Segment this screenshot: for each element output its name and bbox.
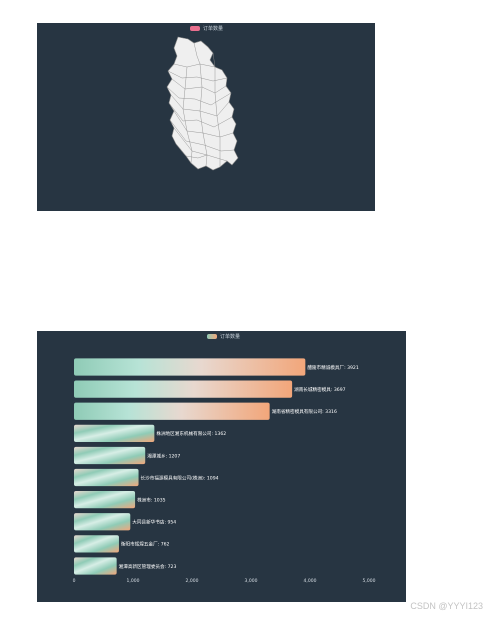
bar-value-label: 醴陵市精诚模具厂: 3921	[307, 364, 359, 371]
bar[interactable]	[74, 402, 270, 420]
bar[interactable]	[74, 380, 293, 398]
bar-value-label: 大同县新华书店: 954	[132, 519, 176, 526]
bar-value-label: 株洲地区湘东机械有限公司: 1362	[156, 430, 226, 437]
bar-legend[interactable]: 订单数量	[207, 333, 240, 340]
bar[interactable]	[74, 513, 131, 531]
bar-value-label: 湘潭高新区管理委员会: 723	[119, 563, 177, 570]
bar[interactable]	[74, 358, 306, 376]
map-legend-label: 订单数量	[203, 26, 224, 32]
bar-value-label: 湖南省精密模具有限公司: 3316	[272, 408, 337, 415]
x-tick-label: 4,000	[304, 578, 317, 584]
bar[interactable]	[74, 491, 136, 509]
bar-value-label: 湘潭城乡: 1207	[147, 452, 180, 459]
x-tick-label: 1,000	[127, 578, 140, 584]
bar[interactable]	[74, 424, 155, 442]
map-legend[interactable]: 订单数量	[190, 25, 223, 32]
province-regions[interactable]	[166, 36, 239, 171]
bar[interactable]	[74, 535, 119, 553]
bar[interactable]	[74, 557, 117, 575]
bar-chart-panel: 订单数量 湘潭高新区管理委员会: 723 衡阳市辉煌五金厂: 762 大同县新华书店…	[37, 331, 406, 602]
map-legend-swatch	[190, 26, 200, 31]
map-chart-panel: 订单数量	[37, 23, 375, 211]
bar-legend-label: 订单数量	[220, 334, 241, 340]
bar-value-label: 株洲市: 1035	[137, 496, 166, 503]
x-tick-label: 0	[73, 578, 76, 584]
x-tick-label: 5,000	[363, 578, 376, 584]
bar[interactable]	[74, 446, 146, 465]
x-axis: 0 1,000 2,000 3,000 4,000 5,000	[73, 578, 376, 584]
bar-legend-swatch	[207, 334, 217, 339]
x-tick-label: 2,000	[186, 578, 199, 584]
x-tick-label: 3,000	[245, 578, 258, 584]
province-map	[166, 36, 239, 171]
bar-chart-svg: 湘潭高新区管理委员会: 723 衡阳市辉煌五金厂: 762 大同县新华书店: 954…	[73, 358, 376, 584]
map-region-borders	[166, 42, 235, 167]
map-region-outline[interactable]	[166, 36, 239, 171]
csdn-watermark: CSDN @YYYI123	[410, 601, 483, 611]
bars-layer: 湘潭高新区管理委员会: 723 衡阳市辉煌五金厂: 762 大同县新华书店: 954…	[74, 358, 359, 575]
bar-value-label: 衡阳市辉煌五金厂: 762	[121, 541, 170, 548]
bar-value-label: 湖南长城精密模具: 3697	[294, 386, 346, 393]
bar-value-label: 长沙市福源模具有限公司(株洲): 1094	[141, 474, 219, 481]
bar[interactable]	[74, 468, 139, 487]
